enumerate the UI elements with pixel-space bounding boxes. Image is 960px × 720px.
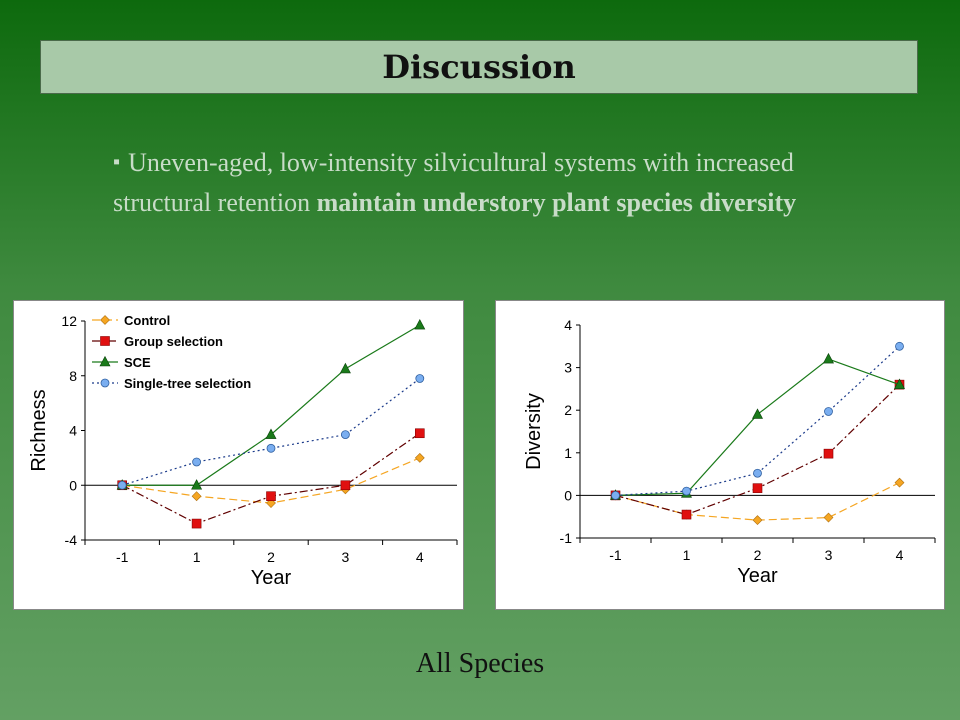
diversity-x-tick-label: 4 (896, 547, 904, 563)
diversity-y-tick-label: 4 (564, 317, 572, 333)
diversity-data-point (894, 477, 905, 488)
title-banner: Discussion (40, 40, 918, 94)
richness-y-tick-label: 12 (61, 313, 77, 329)
richness-data-point (340, 430, 350, 440)
bullet-point: ▪ Uneven-aged, low-intensity silvicultura… (113, 144, 853, 221)
richness-legend-label: Control (124, 313, 170, 328)
richness-y-axis-label: Richness (28, 389, 50, 471)
richness-x-tick-label: 3 (342, 549, 350, 565)
diversity-y-tick-label: 1 (564, 445, 572, 461)
diversity-chart-panel: -1 0 1 2 3 4 -1 1 2 3 4 Year Diversity (495, 300, 945, 610)
richness-legend-label: Single-tree selection (124, 376, 251, 391)
diversity-y-axis-label: Diversity (523, 393, 545, 470)
richness-x-tick-label: 1 (193, 549, 201, 565)
richness-chart-panel: -4 0 4 8 12 -1 1 2 3 4 Year Richness Control Group se… (13, 300, 464, 610)
diversity-data-point (753, 468, 762, 478)
richness-legend-label: SCE (124, 355, 151, 370)
richness-legend-marker (99, 355, 111, 367)
bullet-text-plain: Uneven-aged, low-intensity silvicultural… (113, 148, 794, 217)
richness-data-point (191, 518, 202, 529)
richness-x-tick-label: 2 (267, 549, 275, 565)
richness-data-point (265, 428, 277, 439)
diversity-data-point (895, 341, 904, 351)
diversity-y-tick-label: 2 (564, 402, 572, 418)
diversity-series-line-3 (615, 345, 900, 496)
diversity-data-point (823, 448, 834, 459)
bullet-text-bold: maintain understory plant species divers… (316, 188, 797, 217)
richness-legend-marker (100, 336, 110, 346)
richness-series-line-3 (122, 378, 421, 486)
diversity-data-point (611, 490, 620, 500)
richness-data-point (339, 362, 351, 374)
diversity-data-point (894, 378, 905, 389)
richness-x-axis-label: Year (251, 567, 292, 589)
diversity-x-tick-label: 2 (754, 547, 762, 563)
richness-x-tick-label: 4 (416, 549, 424, 565)
square-bullet-icon: ▪ (113, 151, 121, 173)
richness-y-tick-label: 8 (69, 368, 77, 384)
richness-data-point (117, 480, 127, 490)
diversity-chart: -1 0 1 2 3 4 -1 1 2 3 4 Year Diversity (523, 317, 936, 587)
diversity-x-tick-label: -1 (609, 547, 622, 563)
richness-legend-label: Group selection (124, 334, 223, 349)
diversity-x-tick-label: 3 (825, 547, 833, 563)
richness-data-point (191, 479, 203, 490)
diversity-y-tick-label: 3 (564, 360, 572, 376)
richness-legend-marker (100, 378, 110, 388)
richness-data-point (191, 491, 202, 502)
richness-y-tick-label: 0 (69, 477, 77, 493)
slide-title: Discussion (382, 48, 576, 86)
diversity-data-point (823, 352, 834, 364)
diversity-data-point (682, 486, 691, 496)
richness-data-point (415, 374, 425, 383)
diversity-y-tick-label: -1 (560, 530, 573, 546)
diversity-data-point (752, 483, 763, 493)
footer-caption: All Species (415, 648, 545, 679)
richness-x-tick-label: -1 (116, 549, 129, 565)
richness-data-point (192, 457, 202, 467)
richness-data-point (266, 491, 276, 501)
diversity-data-point (681, 509, 692, 520)
richness-data-point (414, 428, 425, 439)
diversity-data-point (824, 407, 833, 416)
diversity-x-axis-label: Year (737, 565, 778, 587)
diversity-data-point (752, 515, 763, 526)
diversity-data-point (752, 408, 763, 419)
richness-data-point (414, 318, 426, 330)
diversity-y-tick-label: 0 (564, 487, 572, 503)
richness-data-point (340, 480, 351, 491)
diversity-data-point (823, 512, 834, 523)
richness-data-point (266, 443, 276, 453)
diversity-x-tick-label: 1 (683, 547, 691, 563)
richness-y-tick-label: -4 (65, 532, 78, 548)
richness-y-tick-label: 4 (69, 423, 77, 439)
richness-legend-marker (100, 315, 110, 325)
richness-data-point (414, 452, 425, 463)
richness-series-line-2 (122, 324, 421, 486)
